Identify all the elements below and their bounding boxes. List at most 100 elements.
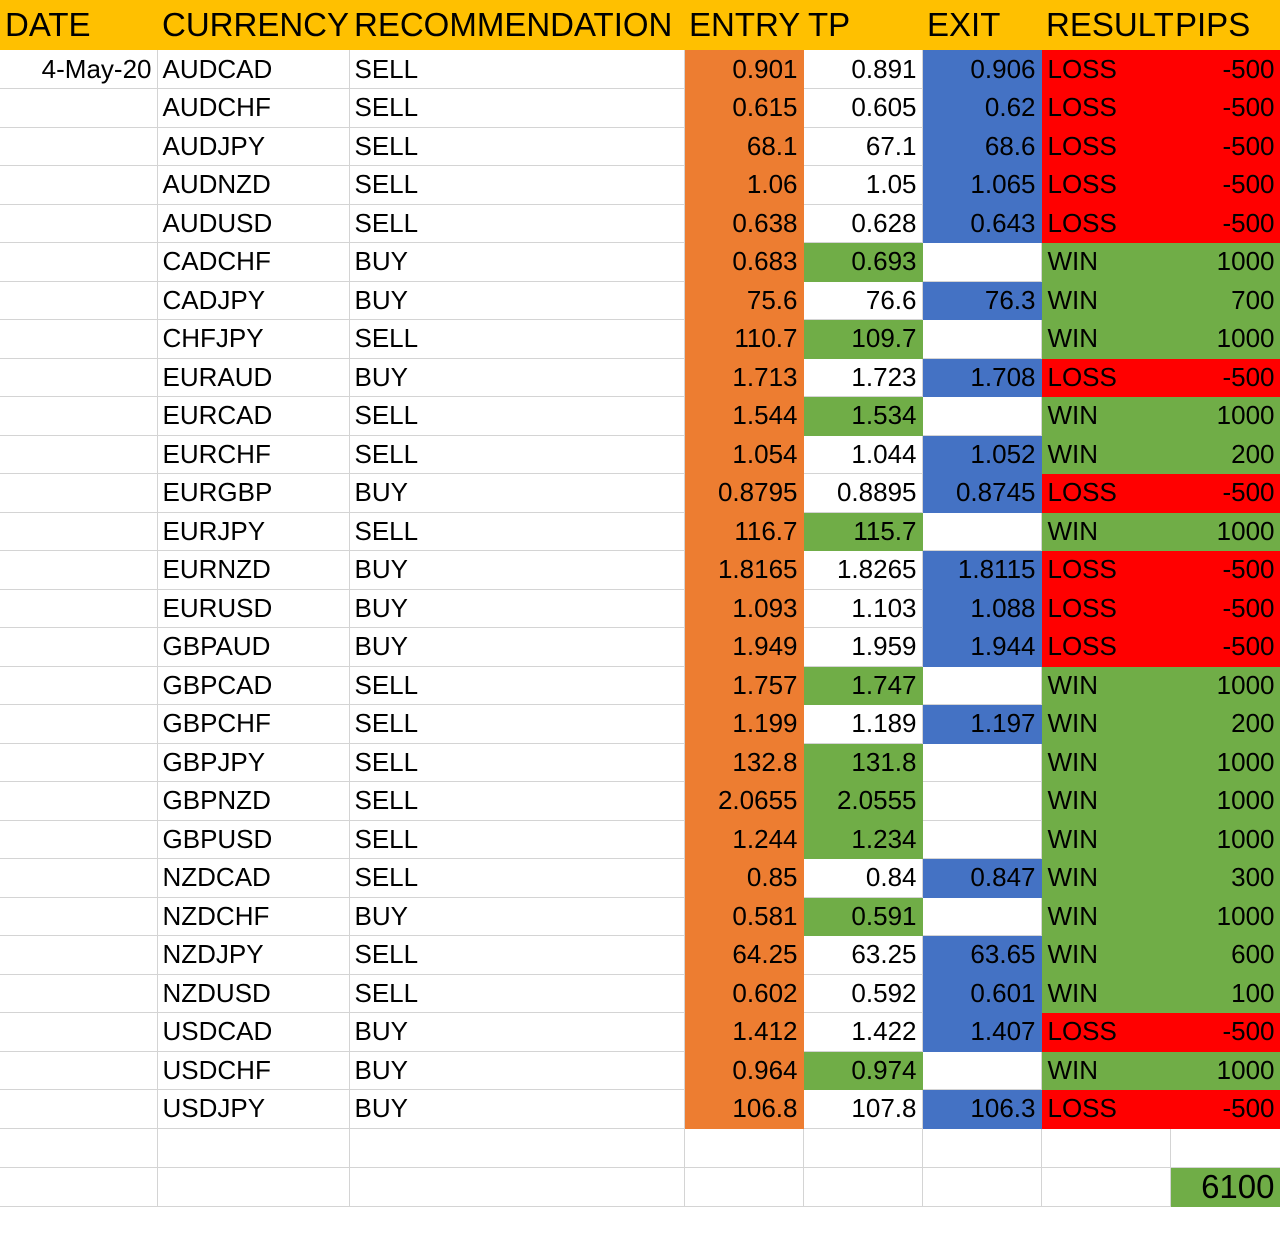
exit-cell[interactable] [922, 242, 1042, 282]
tp-cell[interactable]: 2.0555 [803, 781, 923, 821]
exit-cell[interactable]: 1.197 [922, 704, 1042, 744]
tp-cell[interactable]: 1.422 [803, 1012, 923, 1052]
date-cell[interactable] [0, 88, 158, 128]
recommendation-cell[interactable]: SELL [349, 165, 685, 205]
exit-cell[interactable]: 1.8115 [922, 550, 1042, 590]
result-cell[interactable]: LOSS [1041, 165, 1171, 205]
entry-cell[interactable]: 106.8 [684, 1089, 804, 1129]
currency-cell[interactable]: GBPAUD [157, 627, 350, 667]
recommendation-cell[interactable]: BUY [349, 281, 685, 320]
pips-cell[interactable]: -500 [1170, 204, 1280, 243]
date-cell[interactable] [0, 396, 158, 436]
currency-cell[interactable]: GBPJPY [157, 743, 350, 782]
currency-cell[interactable]: EURGBP [157, 473, 350, 513]
exit-cell[interactable]: 0.643 [922, 204, 1042, 243]
exit-cell[interactable] [922, 666, 1042, 705]
total-pips-cell[interactable]: 6100 [1170, 1167, 1280, 1207]
exit-cell[interactable] [922, 781, 1042, 821]
pips-cell[interactable]: -500 [1170, 589, 1280, 628]
date-cell[interactable] [0, 627, 158, 667]
pips-cell[interactable]: -500 [1170, 50, 1280, 89]
date-cell[interactable] [0, 127, 158, 166]
recommendation-cell[interactable]: BUY [349, 897, 685, 936]
date-cell[interactable] [0, 858, 158, 898]
tp-cell[interactable]: 0.693 [803, 242, 923, 282]
result-cell[interactable]: WIN [1041, 974, 1171, 1013]
entry-cell[interactable]: 1.093 [684, 589, 804, 628]
date-cell[interactable] [0, 589, 158, 628]
tp-cell[interactable]: 0.605 [803, 88, 923, 128]
exit-cell[interactable]: 63.65 [922, 935, 1042, 975]
currency-cell[interactable]: GBPNZD [157, 781, 350, 821]
cell[interactable] [349, 1167, 685, 1207]
exit-cell[interactable]: 1.065 [922, 165, 1042, 205]
tp-cell[interactable]: 1.05 [803, 165, 923, 205]
date-cell[interactable] [0, 435, 158, 474]
tp-cell[interactable]: 0.8895 [803, 473, 923, 513]
pips-cell[interactable]: 1000 [1170, 1051, 1280, 1090]
currency-cell[interactable]: AUDCAD [157, 50, 350, 89]
currency-cell[interactable]: USDCHF [157, 1051, 350, 1090]
entry-cell[interactable]: 1.757 [684, 666, 804, 705]
currency-cell[interactable]: NZDCHF [157, 897, 350, 936]
cell[interactable] [157, 1128, 350, 1168]
exit-cell[interactable] [922, 319, 1042, 359]
result-cell[interactable]: WIN [1041, 743, 1171, 782]
entry-cell[interactable]: 64.25 [684, 935, 804, 975]
entry-cell[interactable]: 0.638 [684, 204, 804, 243]
recommendation-cell[interactable]: SELL [349, 743, 685, 782]
tp-cell[interactable]: 0.974 [803, 1051, 923, 1090]
recommendation-cell[interactable]: SELL [349, 974, 685, 1013]
cell[interactable] [1041, 1167, 1171, 1207]
tp-cell[interactable]: 76.6 [803, 281, 923, 320]
date-cell[interactable] [0, 204, 158, 243]
date-cell[interactable] [0, 358, 158, 397]
entry-cell[interactable]: 132.8 [684, 743, 804, 782]
result-cell[interactable]: WIN [1041, 512, 1171, 551]
entry-cell[interactable]: 1.244 [684, 820, 804, 859]
date-cell[interactable] [0, 1089, 158, 1129]
tp-cell[interactable]: 0.891 [803, 50, 923, 89]
currency-cell[interactable]: AUDUSD [157, 204, 350, 243]
tp-cell[interactable]: 1.8265 [803, 550, 923, 590]
exit-cell[interactable] [922, 396, 1042, 436]
entry-cell[interactable]: 0.615 [684, 88, 804, 128]
entry-cell[interactable]: 0.964 [684, 1051, 804, 1090]
recommendation-cell[interactable]: SELL [349, 50, 685, 89]
cell[interactable] [157, 1167, 350, 1207]
currency-cell[interactable]: GBPUSD [157, 820, 350, 859]
tp-cell[interactable]: 1.234 [803, 820, 923, 859]
date-cell[interactable] [0, 512, 158, 551]
tp-cell[interactable]: 0.591 [803, 897, 923, 936]
tp-cell[interactable]: 115.7 [803, 512, 923, 551]
pips-cell[interactable]: 600 [1170, 935, 1280, 975]
header-pips[interactable]: PIPS [1170, 0, 1280, 50]
recommendation-cell[interactable]: SELL [349, 127, 685, 166]
tp-cell[interactable]: 1.103 [803, 589, 923, 628]
entry-cell[interactable]: 1.412 [684, 1012, 804, 1052]
entry-cell[interactable]: 75.6 [684, 281, 804, 320]
result-cell[interactable]: WIN [1041, 281, 1171, 320]
result-cell[interactable]: LOSS [1041, 589, 1171, 628]
tp-cell[interactable]: 67.1 [803, 127, 923, 166]
recommendation-cell[interactable]: BUY [349, 1012, 685, 1052]
recommendation-cell[interactable]: SELL [349, 820, 685, 859]
currency-cell[interactable]: NZDUSD [157, 974, 350, 1013]
result-cell[interactable]: LOSS [1041, 473, 1171, 513]
pips-cell[interactable]: 1000 [1170, 396, 1280, 436]
header-tp[interactable]: TP [803, 0, 922, 50]
pips-cell[interactable]: 1000 [1170, 743, 1280, 782]
exit-cell[interactable]: 0.62 [922, 88, 1042, 128]
header-recommendation[interactable]: RECOMMENDATION [349, 0, 684, 50]
tp-cell[interactable]: 1.189 [803, 704, 923, 744]
currency-cell[interactable]: EURUSD [157, 589, 350, 628]
entry-cell[interactable]: 116.7 [684, 512, 804, 551]
date-cell[interactable] [0, 319, 158, 359]
tp-cell[interactable]: 1.044 [803, 435, 923, 474]
exit-cell[interactable] [922, 743, 1042, 782]
exit-cell[interactable]: 68.6 [922, 127, 1042, 166]
entry-cell[interactable]: 1.8165 [684, 550, 804, 590]
exit-cell[interactable]: 76.3 [922, 281, 1042, 320]
exit-cell[interactable]: 106.3 [922, 1089, 1042, 1129]
header-exit[interactable]: EXIT [922, 0, 1041, 50]
